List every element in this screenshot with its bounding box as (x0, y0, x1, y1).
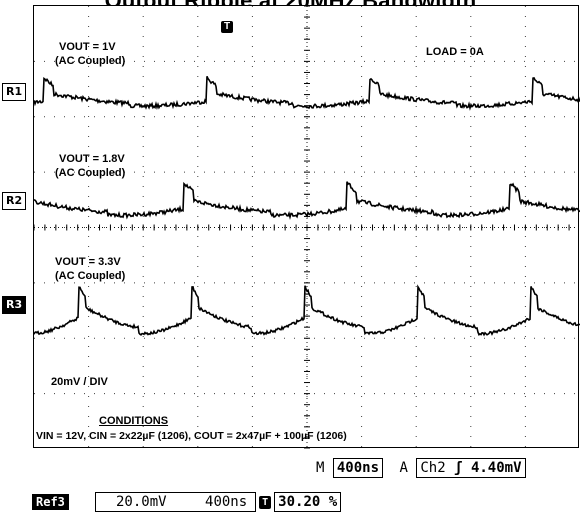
trigger-prefix: A (399, 460, 408, 476)
scope-display (34, 6, 580, 449)
ref3-time-per-div: 400ns (205, 494, 248, 510)
ref3-readout: 20.0mV 400ns T 30.20 % (95, 492, 342, 512)
timebase-value[interactable]: 400ns (332, 458, 384, 478)
ch1-vout-label: VOUT = 1V (59, 41, 116, 53)
conditions-text: VIN = 12V, CIN = 2x22µF (1206), COUT = 2… (36, 430, 347, 442)
load-label: LOAD = 0A (426, 46, 484, 58)
trigger-level: 4.40mV (470, 460, 522, 476)
ch2-vout-label: VOUT = 1.8V (59, 153, 125, 165)
trigger-channel: Ch2 (420, 460, 446, 476)
ch3-coupling-label: (AC Coupled) (55, 270, 126, 282)
trigger-slope-icon: ʃ (454, 460, 463, 476)
vout-1-8v-ripple-trace (34, 181, 580, 220)
trigger-icon: T (259, 496, 272, 509)
trigger-readout[interactable]: Ch2 ʃ 4.40mV (416, 458, 526, 478)
timebase-prefix: M (316, 460, 325, 476)
ch1-coupling-label: (AC Coupled) (55, 55, 126, 67)
ref3-settings[interactable]: 20.0mV 400ns (95, 492, 257, 512)
ch3-vout-label: VOUT = 3.3V (55, 256, 121, 268)
conditions-heading: CONDITIONS (99, 415, 169, 427)
ref3-volts-per-div: 20.0mV (116, 494, 167, 510)
ch2-coupling-label: (AC Coupled) (55, 167, 126, 179)
scale-label: 20mV / DIV (51, 376, 108, 388)
vout-3-3v-ripple-trace (34, 284, 580, 337)
status-bar: M 400ns A Ch2 ʃ 4.40mV (316, 458, 526, 478)
ref3-position[interactable]: 30.20 % (274, 492, 342, 512)
ref1-marker[interactable]: R1 (2, 83, 27, 101)
ref3-label[interactable]: Ref3 (32, 494, 69, 510)
scope-screen: T VOUT = 1V (AC Coupled) LOAD = 0A VOUT … (33, 5, 580, 449)
ref3-marker[interactable]: R3 (2, 296, 27, 314)
trigger-position-marker[interactable]: T (221, 21, 233, 33)
vout-1v-ripple-trace (34, 75, 580, 111)
ref2-marker[interactable]: R2 (2, 192, 27, 210)
